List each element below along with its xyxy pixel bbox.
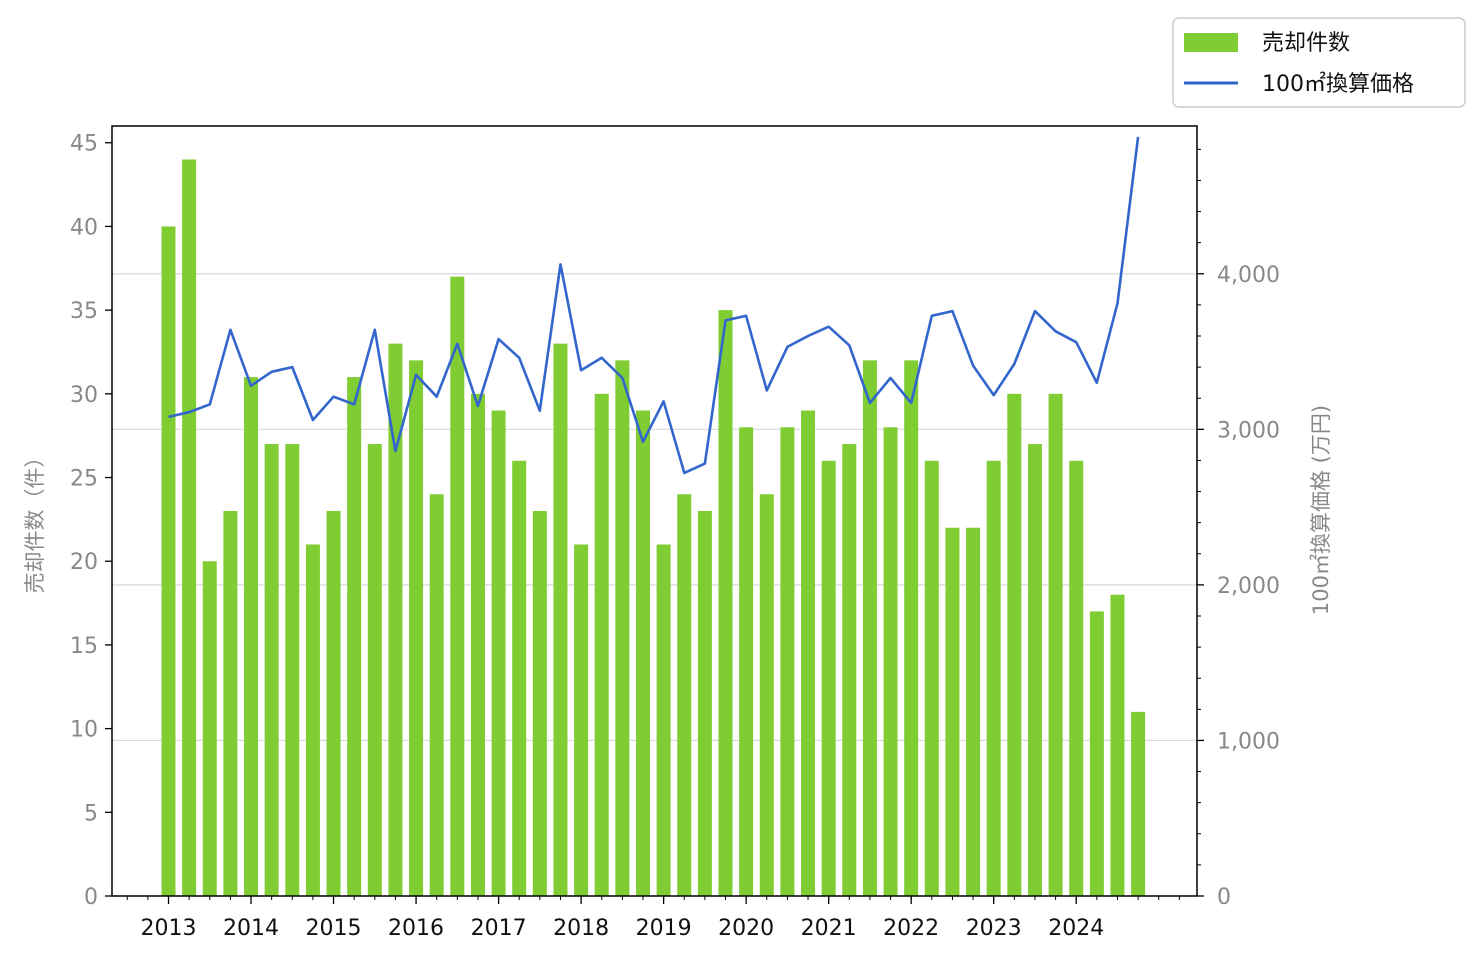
y-right-tick-label: 1,000 [1217, 729, 1280, 754]
y-right-tick-label: 2,000 [1217, 574, 1280, 599]
bar [161, 226, 176, 896]
bar [697, 511, 712, 896]
x-tick-label: 2013 [141, 916, 197, 941]
bar [1007, 393, 1022, 896]
bar [1131, 711, 1146, 896]
y-left-tick-label: 40 [70, 215, 98, 240]
bar [677, 494, 692, 896]
x-tick-label: 2020 [718, 916, 774, 941]
bar [491, 410, 506, 896]
legend-bar-label: 売却件数 [1262, 31, 1350, 56]
axes: 0 5 10 15 20 25 30 35 40 45 0 1,000 2,000 3,000 4,000 2… [70, 132, 1280, 941]
bar [904, 360, 919, 896]
bar [1089, 611, 1104, 896]
bar [202, 561, 217, 896]
x-tick-label: 2017 [471, 916, 527, 941]
x-tick-label: 2014 [223, 916, 279, 941]
x-tick-label: 2015 [306, 916, 362, 941]
bar [821, 460, 836, 896]
legend-box [1172, 17, 1466, 108]
bar [1048, 393, 1063, 896]
bar [1069, 460, 1084, 896]
y-right-tick-label: 0 [1217, 885, 1231, 910]
x-tick-label: 2023 [966, 916, 1022, 941]
y-left-tick-label: 10 [70, 718, 98, 743]
bar [450, 276, 465, 896]
y-left-axis-title: 売却件数（件） [23, 447, 47, 594]
y-left-tick-label: 15 [70, 634, 98, 659]
legend-bar-swatch [1184, 33, 1238, 52]
y-right-tick-label: 4,000 [1217, 263, 1280, 288]
bar [512, 460, 527, 896]
y-left-tick-label: 30 [70, 383, 98, 408]
x-tick-label: 2018 [553, 916, 609, 941]
legend: 売却件数 100㎡換算価格 [1172, 17, 1466, 108]
bar [780, 427, 795, 896]
bar [574, 544, 589, 896]
bar [986, 460, 1001, 896]
bar [367, 444, 382, 896]
y-left-tick-label: 35 [70, 299, 98, 324]
bar [883, 427, 898, 896]
legend-line-label: 100㎡換算価格 [1262, 71, 1414, 97]
bar [1110, 594, 1125, 896]
y-left-tick-label: 45 [70, 132, 98, 157]
bar [862, 360, 877, 896]
bar [739, 427, 754, 896]
x-tick-label: 2022 [883, 916, 939, 941]
bar [553, 343, 568, 896]
bar [223, 511, 238, 896]
bar [924, 460, 939, 896]
y-left-tick-label: 5 [84, 801, 98, 826]
x-tick-label: 2019 [636, 916, 692, 941]
bar [305, 544, 320, 896]
bar [656, 544, 671, 896]
x-tick-label: 2024 [1048, 916, 1104, 941]
bar [285, 444, 300, 896]
bar [759, 494, 774, 896]
bar [801, 410, 816, 896]
x-tick-label: 2021 [801, 916, 857, 941]
bar-series [161, 159, 1146, 897]
bar [594, 393, 609, 896]
bar [532, 511, 547, 896]
y-right-tick-label: 3,000 [1217, 418, 1280, 443]
y-right-axis-title: 100㎡換算価格 (万円) [1309, 405, 1333, 615]
bar [347, 377, 362, 897]
bar [429, 494, 444, 896]
bar [182, 159, 197, 896]
bar [842, 444, 857, 896]
y-left-tick-label: 0 [84, 885, 98, 910]
bar [409, 360, 424, 896]
bar [966, 527, 981, 896]
bar [1027, 444, 1042, 896]
bar [388, 343, 403, 896]
y-left-tick-label: 25 [70, 467, 98, 492]
price-line [168, 136, 1140, 475]
bar [615, 360, 630, 896]
line-series [168, 136, 1140, 475]
y-left-tick-label: 20 [70, 550, 98, 575]
bar [244, 377, 259, 897]
plot-frame [111, 125, 1198, 897]
x-tick-label: 2016 [388, 916, 444, 941]
bar [718, 310, 733, 896]
bar [945, 527, 960, 896]
bar [264, 444, 279, 896]
bar [470, 393, 485, 896]
bar [326, 511, 341, 896]
bar [635, 410, 650, 896]
